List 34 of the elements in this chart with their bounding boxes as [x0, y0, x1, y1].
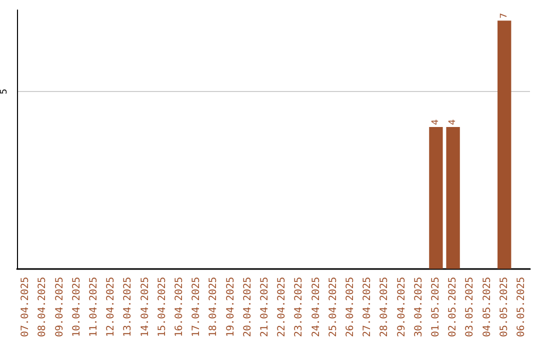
x-tick-label: 30.04.2025	[413, 276, 424, 338]
x-tick-label: 17.04.2025	[191, 276, 202, 338]
x-tick-label: 28.04.2025	[379, 276, 390, 338]
y-tick-label: 5	[0, 88, 10, 94]
x-tick-label: 10.04.2025	[71, 276, 82, 338]
x-tick-label: 08.04.2025	[37, 276, 48, 338]
x-tick-label: 19.04.2025	[225, 276, 236, 338]
x-tick-label: 24.04.2025	[310, 276, 322, 338]
x-tick-label: 15.04.2025	[156, 276, 168, 338]
x-tick-label: 23.04.2025	[294, 276, 305, 338]
x-tick-label: 04.05.2025	[482, 276, 493, 338]
x-tick-label: 16.04.2025	[174, 276, 185, 338]
x-tick-label: 03.05.2025	[464, 276, 476, 338]
x-tick-label: 11.04.2025	[88, 276, 100, 338]
x-tick-label: 09.04.2025	[54, 276, 66, 338]
x-tick-label: 26.04.2025	[344, 276, 356, 338]
data-label: 4	[430, 118, 441, 125]
x-tick-label: 02.05.2025	[448, 276, 459, 338]
data-label: 7	[499, 12, 510, 19]
data-label: 4	[448, 118, 458, 125]
x-tick-label: 12.04.2025	[106, 276, 117, 338]
x-tick-label: 01.05.2025	[430, 276, 442, 338]
x-tick-label: 14.04.2025	[140, 276, 151, 338]
x-tick-label: 06.05.2025	[516, 276, 527, 338]
x-tick-label: 22.04.2025	[276, 276, 288, 338]
x-tick-label: 25.04.2025	[328, 276, 339, 338]
x-tick-label: 18.04.2025	[208, 276, 220, 338]
x-tick-label: 05.05.2025	[498, 276, 510, 338]
x-tick-label: 29.04.2025	[396, 276, 408, 338]
x-tick-label: 13.04.2025	[122, 276, 134, 338]
x-tick-label: 20.04.2025	[242, 276, 254, 338]
x-tick-label: 27.04.2025	[362, 276, 374, 338]
x-tick-label: 21.04.2025	[259, 276, 270, 338]
x-tick-label: 07.04.2025	[20, 276, 32, 338]
